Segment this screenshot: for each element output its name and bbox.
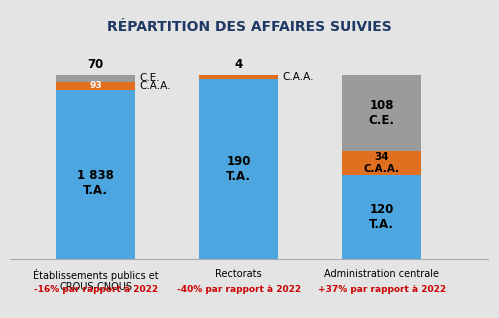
Text: Rectorats: Rectorats xyxy=(216,269,262,279)
Bar xyxy=(56,90,135,259)
Text: Établissements publics et
CROUS-CNOUS: Établissements publics et CROUS-CNOUS xyxy=(33,269,159,292)
Bar xyxy=(56,75,135,81)
Bar xyxy=(200,79,278,259)
Text: 1 838
T.A.: 1 838 T.A. xyxy=(77,169,114,197)
Text: 120
T.A.: 120 T.A. xyxy=(369,203,394,231)
Text: 4: 4 xyxy=(235,59,243,71)
Title: RÉPARTITION DES AFFAIRES SUIVIES: RÉPARTITION DES AFFAIRES SUIVIES xyxy=(107,20,392,34)
Bar xyxy=(56,81,135,90)
Bar xyxy=(342,151,421,175)
Text: C.A.A.: C.A.A. xyxy=(139,81,171,91)
Text: C.A.A.: C.A.A. xyxy=(282,72,314,82)
Text: -16% par rapport à 2022: -16% par rapport à 2022 xyxy=(34,285,158,294)
Text: 93: 93 xyxy=(89,81,102,90)
Text: 70: 70 xyxy=(88,59,104,71)
Bar xyxy=(342,175,421,259)
Bar xyxy=(342,75,421,151)
Text: 190
T.A.: 190 T.A. xyxy=(226,155,251,183)
Text: Administration centrale: Administration centrale xyxy=(324,269,439,279)
Text: +37% par rapport à 2022: +37% par rapport à 2022 xyxy=(318,285,446,294)
Text: 34
C.A.A.: 34 C.A.A. xyxy=(364,152,400,174)
Bar xyxy=(200,75,278,79)
Text: C.E.: C.E. xyxy=(139,73,160,83)
Text: 108
C.E.: 108 C.E. xyxy=(369,99,395,127)
Text: -40% par rapport à 2022: -40% par rapport à 2022 xyxy=(177,285,301,294)
